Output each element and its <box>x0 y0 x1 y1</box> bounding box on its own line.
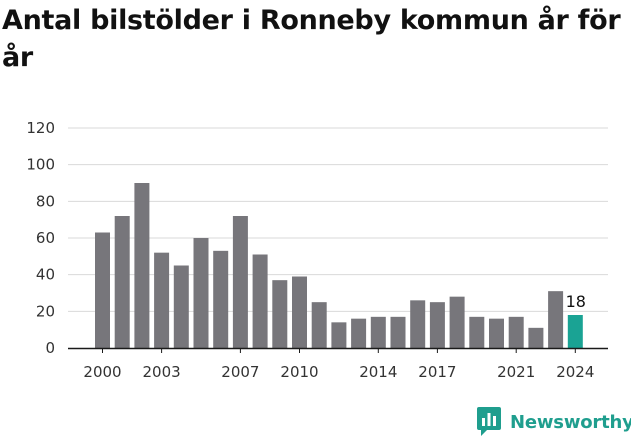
y-tick-label: 120 <box>26 119 55 137</box>
bar-2002 <box>134 183 150 348</box>
bar-2018 <box>449 296 465 348</box>
x-tick-label: 2003 <box>143 363 181 381</box>
bar-2014 <box>370 316 386 348</box>
y-tick-label: 0 <box>45 339 55 357</box>
brand-name: Newsworthy <box>510 411 631 433</box>
x-tick-label: 2007 <box>221 363 259 381</box>
y-tick-label: 20 <box>36 302 55 320</box>
bar-2013 <box>351 318 367 348</box>
bar-2022 <box>528 327 544 348</box>
bar-2015 <box>390 316 406 348</box>
bar-2020 <box>489 318 504 348</box>
x-tick-label: 2024 <box>556 363 594 381</box>
bar-2006 <box>213 250 229 348</box>
bar-2011 <box>311 302 327 348</box>
x-tick-label: 2014 <box>359 363 397 381</box>
bar-2016 <box>410 300 426 348</box>
bar-2019 <box>469 316 485 348</box>
y-tick-label: 60 <box>36 229 55 247</box>
x-tick-label: 2021 <box>497 363 535 381</box>
y-axis-ticks: 0 20 40 60 80 100 120 <box>26 119 55 357</box>
x-tick-label: 2010 <box>280 363 318 381</box>
bar-2023 <box>548 291 564 348</box>
data-label: 18 <box>566 292 586 311</box>
bar-2009 <box>272 280 288 348</box>
bar-2012 <box>331 322 347 348</box>
bar-2005 <box>193 238 209 348</box>
newsworthy-logo-icon <box>477 407 501 436</box>
bar-2004 <box>173 265 189 348</box>
x-tick-label: 2017 <box>418 363 456 381</box>
bar-2008 <box>252 254 268 348</box>
bar-2021 <box>508 316 524 348</box>
bar-2001 <box>114 216 130 348</box>
bar-2017 <box>429 302 445 348</box>
bars <box>95 183 583 348</box>
x-tick-label: 2000 <box>83 363 121 381</box>
chart-title: Antal bilstölder i Ronneby kommun år för… <box>2 5 621 73</box>
bar-2007 <box>232 216 248 348</box>
data-labels: 18 <box>566 292 586 311</box>
y-tick-label: 80 <box>36 192 55 210</box>
y-tick-label: 40 <box>36 266 55 284</box>
y-tick-label: 100 <box>26 156 55 174</box>
x-axis-ticks: 2000 2003 2007 2010 2014 2017 2021 2024 <box>83 348 594 381</box>
brand-logo: Newsworthy <box>476 404 631 440</box>
bar-2024 <box>567 315 583 348</box>
bar-2000 <box>95 232 110 348</box>
bar-2003 <box>154 252 170 348</box>
bar-2010 <box>292 276 307 348</box>
